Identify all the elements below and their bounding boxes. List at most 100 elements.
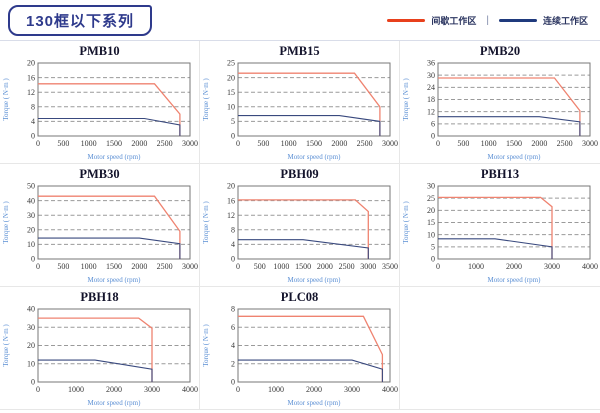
series-line-continuous bbox=[238, 239, 369, 259]
series-line-intermittent bbox=[438, 196, 553, 259]
chart-svg: 0 5 10 15 20 25 0 500 1000 1500 2000 2500 3000 Motor … bbox=[202, 59, 398, 161]
chart-cell-pmb20: PMB20 0 6 12 18 24 30 36 0 500 1000 1500 2000 2500 300… bbox=[400, 41, 600, 164]
x-tick-label: 1000 bbox=[81, 262, 97, 271]
legend-label-continuous: 连续工作区 bbox=[542, 15, 588, 26]
x-tick-label: 1000 bbox=[268, 385, 284, 394]
plot-frame bbox=[237, 308, 391, 383]
series-line-continuous bbox=[238, 359, 383, 382]
y-tick-label: 12 bbox=[27, 88, 35, 97]
chart-title: PLC08 bbox=[280, 290, 319, 304]
y-tick-label: 25 bbox=[227, 59, 235, 68]
series-line-intermittent bbox=[38, 83, 181, 136]
x-tick-label: 2000 bbox=[131, 262, 147, 271]
legend-separator: | bbox=[486, 14, 489, 26]
y-tick-label: 0 bbox=[231, 132, 235, 141]
x-tick-label: 2000 bbox=[106, 385, 122, 394]
x-tick-label: 3000 bbox=[344, 385, 360, 394]
x-axis-label: Motor speed (rpm) bbox=[88, 153, 142, 161]
y-tick-label: 12 bbox=[227, 211, 235, 220]
chart-cell-pbh09: PBH09 0 4 8 12 16 20 0 500 1000 1500 2000 2500 3000 35… bbox=[200, 164, 400, 287]
x-tick-label: 3000 bbox=[544, 262, 560, 271]
x-tick-label: 500 bbox=[257, 139, 269, 148]
y-tick-label: 30 bbox=[427, 71, 435, 80]
x-tick-label: 1000 bbox=[68, 385, 84, 394]
x-tick-label: 3500 bbox=[382, 262, 398, 271]
x-tick-label: 1000 bbox=[273, 262, 289, 271]
y-tick-label: 5 bbox=[431, 243, 435, 252]
x-tick-label: 0 bbox=[436, 262, 440, 271]
chart-svg: 0 4 8 12 16 20 0 500 1000 1500 2000 2500 3000 Motor s… bbox=[2, 59, 198, 161]
x-axis-label: Motor speed (rpm) bbox=[88, 399, 142, 407]
x-tick-label: 3000 bbox=[144, 385, 160, 394]
y-tick-label: 0 bbox=[31, 378, 35, 387]
series-line-intermittent bbox=[238, 315, 384, 382]
x-tick-label: 0 bbox=[236, 262, 240, 271]
y-tick-label: 30 bbox=[27, 211, 35, 220]
empty-cell bbox=[400, 287, 600, 410]
x-tick-label: 0 bbox=[36, 139, 40, 148]
y-tick-label: 30 bbox=[27, 323, 35, 332]
legend-item-intermittent: 间歇工作区 bbox=[387, 14, 476, 27]
series-line-continuous bbox=[38, 359, 153, 382]
chart-title: PMB30 bbox=[79, 167, 120, 181]
y-tick-label: 25 bbox=[427, 194, 435, 203]
chart-title: PBH13 bbox=[480, 167, 520, 181]
x-tick-label: 1500 bbox=[506, 139, 522, 148]
x-tick-label: 3000 bbox=[360, 262, 376, 271]
y-tick-label: 20 bbox=[27, 341, 35, 350]
chart-svg: 0 6 12 18 24 30 36 0 500 1000 1500 2000 2500 3000 Moto… bbox=[402, 59, 598, 161]
series-line-continuous bbox=[38, 237, 181, 259]
plot-frame bbox=[237, 185, 391, 260]
x-tick-label: 3000 bbox=[582, 139, 598, 148]
plot-frame bbox=[37, 308, 191, 383]
x-tick-label: 2500 bbox=[339, 262, 355, 271]
y-axis-label: Torque ( N·m ) bbox=[2, 324, 10, 367]
chart-legend: 间歇工作区 | 连续工作区 bbox=[387, 14, 588, 27]
chart-svg: 0 4 8 12 16 20 0 500 1000 1500 2000 2500 3000 3500 Mot… bbox=[202, 182, 398, 284]
y-tick-label: 12 bbox=[427, 107, 435, 116]
series-line-continuous bbox=[438, 238, 553, 259]
y-tick-label: 18 bbox=[427, 95, 435, 104]
x-axis-label: Motor speed (rpm) bbox=[288, 276, 342, 284]
chart-svg: 0 2 4 6 8 0 1000 2000 3000 4000 Motor speed (rpm) T… bbox=[202, 305, 398, 407]
series-line-intermittent bbox=[38, 317, 153, 382]
legend-label-intermittent: 间歇工作区 bbox=[431, 15, 477, 26]
legend-item-continuous: 连续工作区 bbox=[498, 14, 588, 27]
y-axis-label: Torque ( N·m ) bbox=[202, 78, 210, 121]
x-tick-label: 3000 bbox=[382, 139, 398, 148]
y-tick-label: 24 bbox=[427, 83, 435, 92]
chart-cell-pmb30: PMB30 0 10 20 30 40 50 0 500 1000 1500 2000 2500 3000… bbox=[0, 164, 200, 287]
x-tick-label: 2000 bbox=[506, 262, 522, 271]
series-line-continuous bbox=[438, 116, 581, 136]
series-line-intermittent bbox=[38, 195, 181, 259]
y-tick-label: 2 bbox=[231, 359, 235, 368]
plot-frame bbox=[37, 62, 191, 137]
y-tick-label: 6 bbox=[431, 120, 435, 129]
y-tick-label: 0 bbox=[431, 132, 435, 141]
charts-grid: PMB10 0 4 8 12 16 20 0 500 1000 1500 2000 2500 3000 Mo… bbox=[0, 40, 600, 410]
y-tick-label: 4 bbox=[31, 117, 35, 126]
x-tick-label: 2000 bbox=[531, 139, 547, 148]
y-tick-label: 10 bbox=[427, 230, 435, 239]
intermittent-line-swatch bbox=[387, 18, 426, 22]
series-line-continuous bbox=[238, 115, 381, 136]
y-tick-label: 0 bbox=[31, 132, 35, 141]
y-tick-label: 16 bbox=[227, 196, 235, 205]
x-tick-label: 500 bbox=[457, 139, 469, 148]
chart-cell-pmb15: PMB15 0 5 10 15 20 25 0 500 1000 1500 2000 2500 3000 M… bbox=[200, 41, 400, 164]
x-tick-label: 1500 bbox=[106, 262, 122, 271]
x-tick-label: 500 bbox=[254, 262, 266, 271]
y-axis-label: Torque ( N·m ) bbox=[402, 201, 410, 244]
x-tick-label: 0 bbox=[36, 262, 40, 271]
y-tick-label: 40 bbox=[27, 196, 35, 205]
series-line-continuous bbox=[38, 117, 181, 136]
x-tick-label: 4000 bbox=[182, 385, 198, 394]
y-tick-label: 30 bbox=[427, 182, 435, 191]
x-axis-label: Motor speed (rpm) bbox=[288, 153, 342, 161]
x-tick-label: 1000 bbox=[468, 262, 484, 271]
y-tick-label: 0 bbox=[431, 255, 435, 264]
series-line-intermittent bbox=[238, 72, 381, 136]
y-tick-label: 10 bbox=[27, 359, 35, 368]
y-tick-label: 20 bbox=[27, 59, 35, 68]
